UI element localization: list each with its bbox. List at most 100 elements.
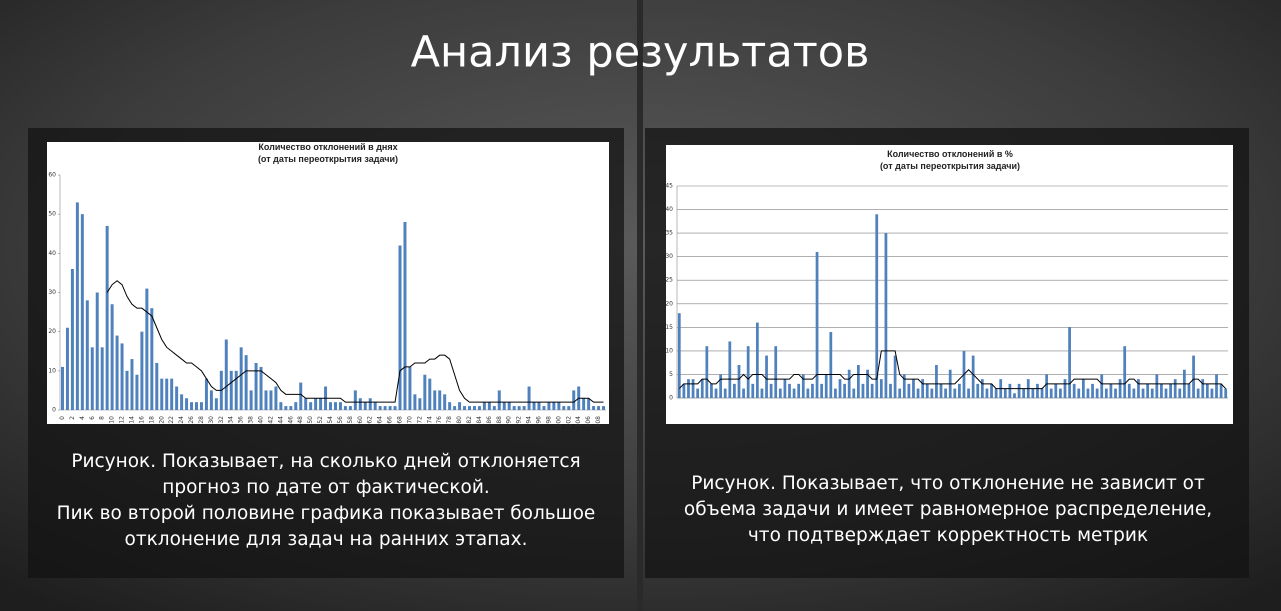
bar	[728, 341, 732, 398]
x-tick-label: 42	[267, 416, 274, 424]
caption-line: отклонение для задач на ранних этапах.	[125, 529, 528, 550]
x-tick-label: 72	[416, 416, 423, 424]
bar	[502, 402, 506, 410]
bar	[249, 390, 253, 410]
bar	[160, 378, 164, 410]
x-tick-label: 84	[476, 416, 483, 424]
bar	[562, 406, 566, 410]
bar	[602, 406, 606, 410]
bar	[856, 365, 860, 398]
bar	[1205, 383, 1209, 398]
x-tick-label: 106	[585, 416, 592, 428]
bar	[820, 383, 824, 398]
bar	[696, 388, 700, 398]
bar	[1173, 379, 1177, 398]
x-tick-label: 46	[287, 416, 294, 424]
bar	[60, 366, 64, 410]
bar	[980, 379, 984, 398]
bar	[175, 386, 179, 410]
bar	[1086, 388, 1090, 398]
x-tick-label: 104	[575, 416, 582, 428]
chart-title: Количество отклонений в днях	[258, 142, 397, 152]
bar	[687, 379, 690, 398]
bar	[309, 402, 313, 410]
y-tick-label: 60	[48, 172, 56, 179]
bar	[373, 402, 377, 410]
bar	[468, 406, 471, 410]
x-tick-label: 24	[178, 416, 185, 424]
bar	[710, 383, 713, 398]
bar	[403, 222, 407, 410]
x-tick-label: 62	[367, 416, 374, 424]
bar	[453, 406, 457, 410]
bar	[70, 269, 74, 410]
bar	[723, 388, 727, 398]
x-tick-label: 48	[297, 416, 304, 424]
bar	[783, 379, 787, 398]
bar	[778, 388, 782, 398]
bar	[408, 366, 412, 410]
bar	[234, 370, 238, 410]
bar	[294, 402, 298, 410]
y-tick-label: 0	[669, 395, 673, 402]
x-tick-label: 54	[327, 416, 334, 424]
bar	[547, 402, 551, 410]
bar	[1072, 383, 1076, 398]
bar	[829, 332, 833, 398]
bar	[418, 398, 422, 410]
bar	[522, 406, 526, 410]
bar	[700, 379, 704, 398]
bar	[388, 406, 392, 410]
bar	[1127, 383, 1131, 398]
bar	[1031, 388, 1035, 398]
bar	[1137, 379, 1140, 398]
y-tick-label: 20	[665, 300, 673, 307]
bar	[760, 388, 764, 398]
x-tick-label: 60	[357, 416, 364, 424]
caption-line: прогноз по дате от фактической.	[162, 477, 489, 498]
bar	[542, 406, 546, 410]
bar	[338, 402, 342, 410]
bar	[413, 394, 417, 410]
bar	[229, 370, 233, 410]
x-tick-label: 58	[347, 416, 354, 424]
bar	[921, 379, 925, 398]
x-tick-label: 82	[466, 416, 473, 424]
bar	[487, 402, 491, 410]
bar	[916, 388, 920, 398]
x-tick-label: 16	[138, 416, 145, 424]
bar	[1210, 388, 1214, 398]
bar	[765, 355, 768, 398]
trend-line	[678, 350, 1227, 390]
bar	[755, 322, 759, 398]
x-tick-label: 56	[337, 416, 344, 424]
bar	[1095, 388, 1099, 398]
bar	[110, 304, 114, 410]
caption-line: что подтверждает корректность метрик	[748, 525, 1148, 546]
bar	[130, 359, 134, 410]
bar	[824, 374, 828, 398]
bar	[1091, 383, 1094, 398]
bar	[930, 388, 934, 398]
caption-line: Пик во второй половине графика показывае…	[57, 503, 596, 524]
bar	[976, 383, 980, 398]
bar	[224, 339, 228, 410]
bar	[363, 402, 367, 410]
bar	[319, 398, 323, 410]
bar	[582, 398, 586, 410]
x-tick-label: 18	[148, 416, 155, 424]
bar	[552, 402, 556, 410]
x-tick-label: 44	[277, 416, 284, 424]
bar	[806, 388, 810, 398]
bar	[209, 390, 213, 410]
bar	[1104, 388, 1108, 398]
y-tick-label: 0	[52, 407, 56, 414]
y-tick-label: 30	[48, 289, 56, 296]
bar	[719, 374, 722, 398]
bar	[269, 390, 273, 410]
y-tick-label: 20	[48, 328, 56, 335]
bar	[733, 383, 736, 398]
bar	[587, 398, 591, 410]
bar	[889, 383, 892, 398]
